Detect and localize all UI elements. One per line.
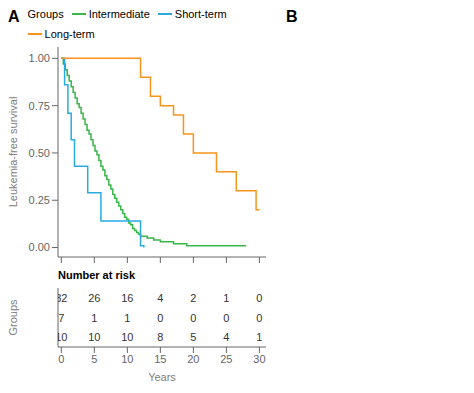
svg-text:0.75: 0.75 [29, 100, 50, 112]
html-text:Short-term: Short-term [174, 8, 227, 20]
html-text:Intermediate: Intermediate [88, 8, 150, 20]
svg-text:7: 7 [58, 312, 64, 324]
svg-text:10: 10 [121, 353, 133, 365]
html-text:Number at risk: Number at risk [58, 269, 135, 281]
svg-text:Years: Years [148, 371, 176, 381]
svg-text:0: 0 [157, 312, 163, 324]
html-text:A: A [8, 8, 20, 25]
svg-text:16: 16 [121, 292, 133, 304]
svg-text:5: 5 [190, 331, 196, 343]
svg-text:0.00: 0.00 [29, 241, 50, 253]
svg-text:0: 0 [58, 353, 64, 365]
svg-text:10: 10 [58, 331, 67, 343]
svg-text:Leukemia-free survival: Leukemia-free survival [8, 97, 19, 208]
svg-text:32: 32 [58, 292, 67, 304]
svg-text:4: 4 [223, 331, 229, 343]
svg-text:0.50: 0.50 [29, 147, 50, 159]
svg-text:0: 0 [256, 312, 262, 324]
svg-text:10: 10 [121, 331, 133, 343]
svg-text:0: 0 [223, 312, 229, 324]
svg-text:Groups: Groups [8, 299, 19, 336]
svg-text:25: 25 [220, 353, 232, 365]
svg-text:0: 0 [256, 292, 262, 304]
svg-text:2: 2 [190, 292, 196, 304]
svg-text:5: 5 [91, 353, 97, 365]
svg-text:20: 20 [187, 353, 199, 365]
svg-text:1.00: 1.00 [29, 52, 50, 64]
svg-text:4: 4 [157, 292, 163, 304]
svg-text:1: 1 [91, 312, 97, 324]
html-text:B: B [286, 8, 298, 25]
svg-text:1: 1 [124, 312, 130, 324]
html-text:Groups: Groups [27, 8, 64, 20]
svg-text:30: 30 [253, 353, 265, 365]
svg-text:15: 15 [154, 353, 166, 365]
svg-text:1: 1 [223, 292, 229, 304]
svg-text:0.25: 0.25 [29, 194, 50, 206]
svg-text:26: 26 [88, 292, 100, 304]
svg-text:0: 0 [190, 312, 196, 324]
html-text:Long-term: Long-term [44, 28, 95, 40]
svg-text:10: 10 [88, 331, 100, 343]
svg-text:8: 8 [157, 331, 163, 343]
svg-text:1: 1 [256, 331, 262, 343]
